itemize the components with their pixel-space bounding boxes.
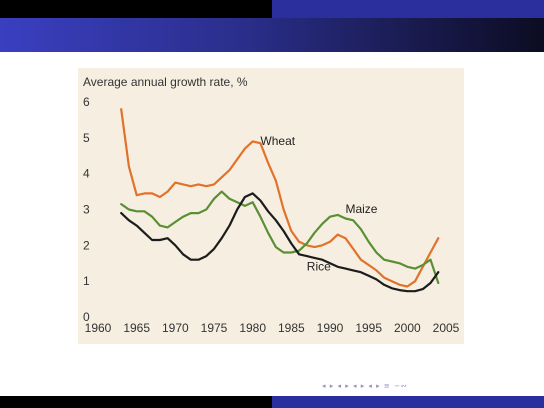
x-tick-label: 1985 bbox=[278, 321, 305, 335]
series-label-wheat: Wheat bbox=[260, 134, 295, 148]
series-line-maize bbox=[120, 190, 440, 285]
x-tick-labels: 1960 1965 1970 1975 1980 1985 1990 1995 2000 2005 bbox=[85, 321, 460, 335]
y-tick-label: 4 bbox=[83, 167, 90, 181]
bottom-bar-left bbox=[0, 396, 272, 408]
series-label-rice: Rice bbox=[307, 259, 331, 273]
bottom-bar-right bbox=[272, 396, 544, 408]
top-bar-right bbox=[272, 0, 544, 18]
y-tick-label: 5 bbox=[83, 131, 90, 145]
series-lines bbox=[120, 108, 440, 293]
x-tick-label: 1990 bbox=[317, 321, 344, 335]
x-tick-label: 2000 bbox=[394, 321, 421, 335]
x-tick-label: 1995 bbox=[355, 321, 382, 335]
title-band bbox=[0, 18, 544, 52]
y-tick-label: 0 bbox=[83, 310, 90, 324]
y-tick-label: 6 bbox=[83, 95, 90, 109]
top-bar-left bbox=[0, 0, 272, 18]
x-tick-label: 1960 bbox=[85, 321, 112, 335]
x-tick-label: 1980 bbox=[239, 321, 266, 335]
y-tick-labels: 0 1 2 3 4 5 6 bbox=[83, 95, 90, 324]
y-tick-label: 1 bbox=[83, 274, 90, 288]
y-tick-label: 2 bbox=[83, 238, 90, 252]
x-tick-label: 1970 bbox=[162, 321, 189, 335]
chart-panel: Average annual growth rate, % 0 1 2 3 4 5 6 19… bbox=[78, 68, 464, 344]
slide-navigation-icons[interactable]: ◂ ▸ ◂ ▸ ◂ ▸ ◂ ▸ ≡ ∽∾ bbox=[322, 382, 408, 390]
x-tick-label: 1965 bbox=[123, 321, 150, 335]
series-labels: Wheat Maize Rice bbox=[260, 134, 377, 273]
x-tick-label: 2005 bbox=[433, 321, 460, 335]
line-chart: Average annual growth rate, % 0 1 2 3 4 5 6 19… bbox=[83, 75, 460, 335]
series-label-maize: Maize bbox=[345, 202, 377, 216]
series-line-wheat bbox=[120, 108, 440, 288]
y-tick-label: 3 bbox=[83, 203, 90, 217]
x-tick-label: 1975 bbox=[201, 321, 228, 335]
series-line-rice bbox=[120, 192, 440, 293]
chart-title: Average annual growth rate, % bbox=[83, 75, 248, 89]
